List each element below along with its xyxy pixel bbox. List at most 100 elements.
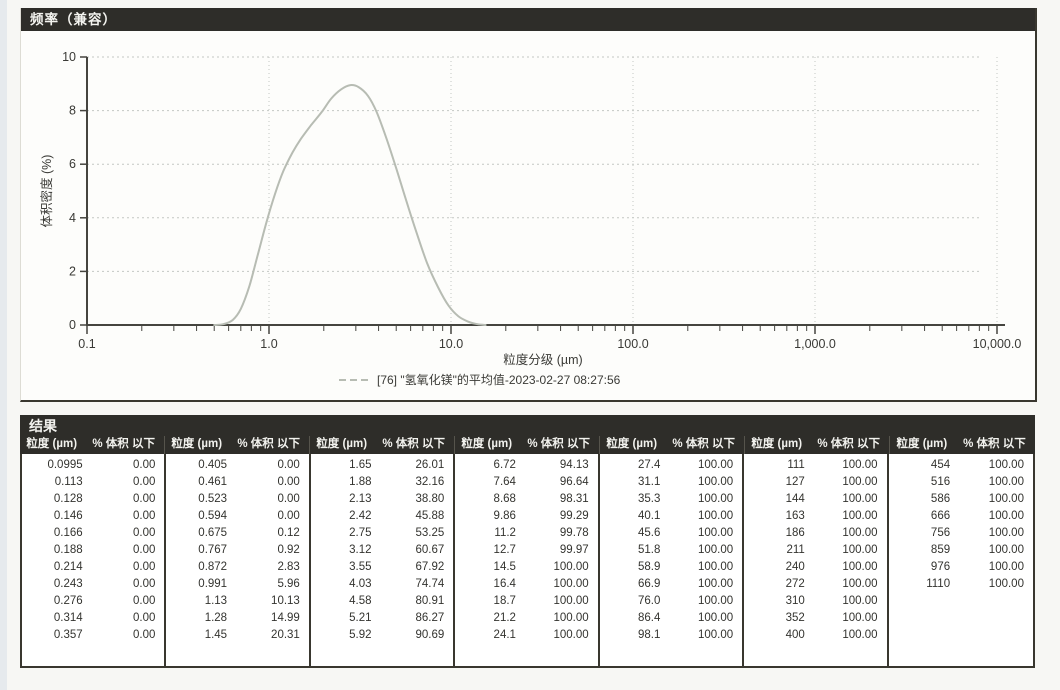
y-tick-label: 8 (69, 104, 76, 118)
table-row: 27.4 100.00 (600, 457, 742, 474)
size-value: 5.92 (349, 629, 372, 641)
size-value: 3.12 (349, 544, 372, 556)
size-column-header: 粒度 (µm) (606, 438, 658, 450)
table-row: 4.58 80.91 (311, 593, 453, 610)
pct-value: 100.00 (988, 493, 1024, 505)
size-value: 586 (930, 493, 951, 505)
size-value: 1.88 (349, 476, 372, 488)
size-value: 24.1 (493, 629, 516, 641)
size-value: 0.314 (53, 612, 83, 624)
size-value: 8.68 (493, 493, 516, 505)
pct-value: 100.00 (697, 459, 734, 471)
table-row: 0.675 0.12 (166, 525, 308, 542)
table-row: 18.7 100.00 (455, 593, 597, 610)
pct-column-header: % 体积 以下 (527, 438, 590, 450)
column-header-group: 粒度 (µm) % 体积 以下 (310, 436, 455, 454)
pct-value: 0.00 (133, 578, 156, 590)
pct-column-header: % 体积 以下 (92, 438, 155, 450)
pct-value: 100.00 (697, 493, 734, 505)
table-row: 14.5 100.00 (455, 559, 597, 576)
size-value: 0.243 (53, 578, 83, 590)
size-value: 6.72 (493, 459, 516, 471)
pct-value: 100.00 (697, 476, 734, 488)
table-row: 3.12 60.67 (311, 542, 453, 559)
table-row: 0.872 2.83 (166, 559, 308, 576)
table-row: 1.65 26.01 (311, 457, 453, 474)
column-header-group: 粒度 (µm) % 体积 以下 (165, 436, 310, 454)
pct-value: 98.31 (559, 493, 589, 505)
y-axis-title: 体积密度 (%) (39, 155, 54, 228)
pct-value: 0.00 (277, 476, 300, 488)
table-row: 6.72 94.13 (455, 457, 597, 474)
size-value: 2.75 (349, 527, 372, 539)
size-value: 0.128 (53, 493, 83, 505)
results-panel: 结果 粒度 (µm) % 体积 以下 粒度 (µm) % 体积 以下 粒度 (µm) % … (20, 415, 1035, 668)
pct-value: 100.00 (697, 527, 734, 539)
pct-value: 38.80 (415, 493, 445, 505)
pct-value: 100.00 (842, 527, 878, 539)
size-value: 0.357 (53, 629, 83, 641)
pct-value: 100.00 (842, 612, 878, 624)
size-value: 0.767 (198, 544, 228, 556)
table-row: 240 100.00 (744, 559, 886, 576)
size-value: 1.65 (349, 459, 372, 471)
pct-value: 0.00 (133, 493, 156, 505)
size-value: 111 (787, 459, 805, 471)
table-row: 0.405 0.00 (166, 457, 308, 474)
table-row: 2.75 53.25 (311, 525, 453, 542)
size-value: 27.4 (637, 459, 661, 471)
size-value: 1.28 (204, 612, 228, 624)
scan-edge (0, 0, 7, 690)
pct-value: 100.00 (553, 595, 589, 607)
pct-value: 80.91 (415, 595, 445, 607)
pct-column-header: % 体积 以下 (382, 438, 445, 450)
size-value: 0.872 (198, 561, 228, 573)
table-row: 11.2 99.78 (455, 525, 597, 542)
pct-value: 100.00 (988, 459, 1024, 471)
table-row: 0.767 0.92 (166, 542, 308, 559)
pct-value: 100.00 (842, 578, 878, 590)
y-tick-label: 4 (69, 211, 76, 225)
size-value: 51.8 (637, 544, 661, 556)
size-value: 240 (785, 561, 805, 573)
size-value: 11.2 (494, 527, 516, 539)
table-row: 0.594 0.00 (166, 508, 308, 525)
legend-label: [76] "氢氧化镁"的平均值-2023-02-27 08:27:56 (377, 372, 621, 387)
table-column-group: 454 100.00 516 100.00 586 100.00 666 100.00 756 1… (889, 454, 1033, 666)
table-row: 976 100.00 (889, 559, 1033, 576)
pct-value: 74.74 (415, 578, 445, 590)
pct-value: 14.99 (271, 612, 300, 624)
table-column-group: 0.405 0.00 0.461 0.00 0.523 0.00 0.594 0.00 0.67… (166, 454, 311, 666)
results-panel-title: 结果 (29, 418, 57, 434)
table-column-group: 111 100.00 127 100.00 144 100.00 163 100.00 186 1… (744, 454, 889, 666)
size-value: 76.0 (637, 595, 661, 607)
pct-value: 96.64 (559, 476, 589, 488)
size-value: 163 (785, 510, 805, 522)
pct-value: 26.01 (415, 459, 445, 471)
x-tick-label: 0.1 (78, 337, 95, 351)
size-value: 31.1 (637, 476, 661, 488)
pct-value: 100.00 (988, 527, 1024, 539)
pct-value: 100.00 (988, 561, 1024, 573)
size-value: 0.523 (198, 493, 228, 505)
table-row: 0.113 0.00 (22, 474, 164, 491)
pct-value: 45.88 (415, 510, 445, 522)
size-value: 4.03 (349, 578, 372, 590)
table-row: 0.357 0.00 (22, 627, 164, 644)
table-row: 111 100.00 (744, 457, 886, 474)
results-column-headers: 粒度 (µm) % 体积 以下 粒度 (µm) % 体积 以下 粒度 (µm) % 体积 … (20, 436, 1035, 454)
table-row: 35.3 100.00 (600, 491, 742, 508)
table-row: 66.9 100.00 (600, 576, 742, 593)
size-value: 2.13 (349, 493, 372, 505)
pct-value: 100.00 (988, 578, 1024, 590)
table-row: 1.28 14.99 (166, 610, 308, 627)
pct-value: 100.00 (842, 493, 878, 505)
size-value: 12.7 (493, 544, 516, 556)
table-row: 272 100.00 (744, 576, 886, 593)
table-row: 2.42 45.88 (311, 508, 453, 525)
table-row: 1.88 32.16 (311, 474, 453, 491)
table-column-group: 27.4 100.00 31.1 100.00 35.3 100.00 40.1 100.00… (600, 454, 745, 666)
size-value: 7.64 (493, 476, 516, 488)
table-row: 211 100.00 (744, 542, 886, 559)
table-row: 8.68 98.31 (455, 491, 597, 508)
